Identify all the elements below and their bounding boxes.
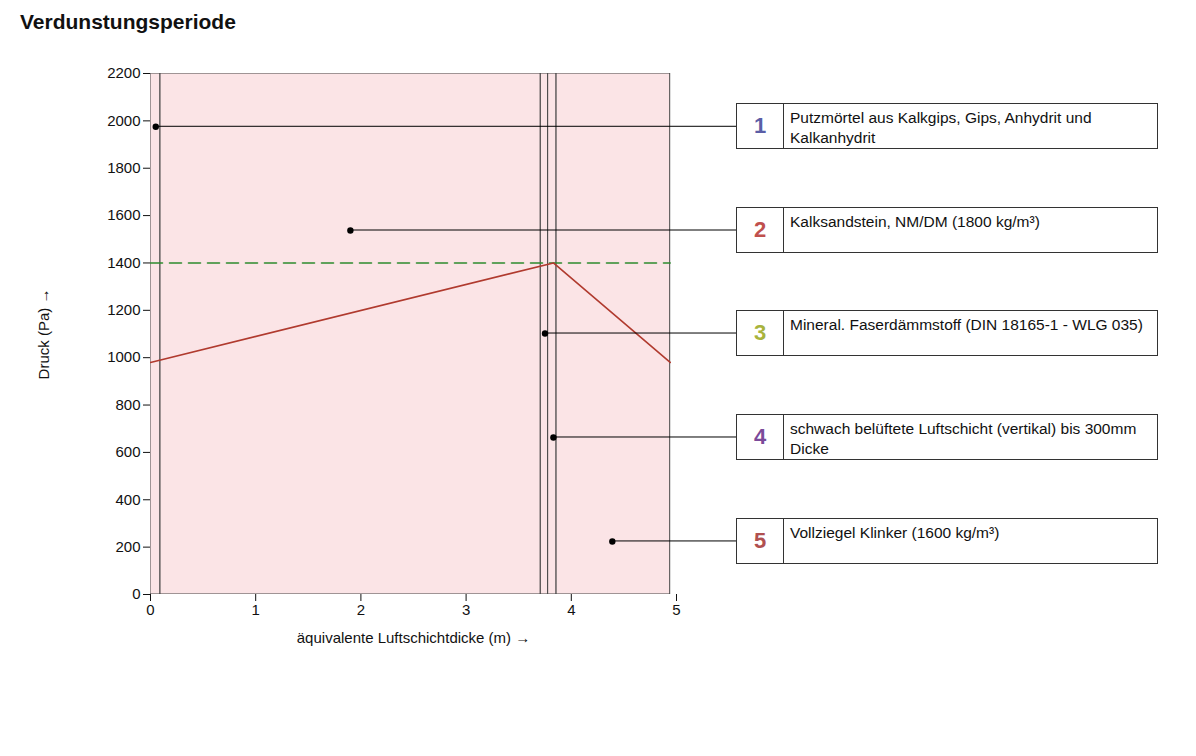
svg-text:1600: 1600	[107, 206, 140, 223]
svg-text:600: 600	[115, 443, 140, 460]
html-text:2: 2	[753, 217, 767, 242]
svg-text:1: 1	[252, 601, 260, 618]
html-text:Mineral. Faserdämmstoff (DIN 1: Mineral. Faserdämmstoff (DIN 18165-1 - W…	[790, 316, 1143, 333]
html-text:4: 4	[753, 424, 767, 449]
svg-text:0: 0	[146, 601, 154, 618]
html-text:5: 5	[753, 527, 767, 553]
svg-text:4: 4	[567, 601, 575, 618]
html-text:Vollziegel Klinker (1600 kg/m³: Vollziegel Klinker (1600 kg/m³)	[790, 523, 1000, 541]
svg-text:Druck (Pa) →: Druck (Pa) →	[35, 289, 52, 380]
svg-text:1000: 1000	[107, 348, 140, 365]
html-text:Verdunstungsperiode: Verdunstungsperiode	[20, 10, 236, 33]
svg-text:äquivalente Luftschichtdicke (: äquivalente Luftschichtdicke (m) →	[297, 629, 530, 646]
svg-text:5: 5	[672, 601, 680, 618]
html-text:Kalksandstein, NM/DM (1800 kg/: Kalksandstein, NM/DM (1800 kg/m³)	[790, 213, 1040, 230]
html-text:3: 3	[753, 320, 767, 345]
svg-text:0: 0	[132, 585, 140, 602]
svg-text:1200: 1200	[107, 301, 140, 318]
svg-text:3: 3	[462, 601, 470, 618]
svg-text:2: 2	[357, 601, 365, 618]
html-text:Putzmörtel aus Kalkgips, Gips,: Putzmörtel aus Kalkgips, Gips, Anhydrit …	[790, 109, 1092, 147]
svg-text:2000: 2000	[107, 112, 140, 129]
svg-text:800: 800	[115, 396, 140, 413]
svg-text:200: 200	[115, 538, 140, 555]
html-text:1: 1	[753, 113, 767, 139]
svg-text:400: 400	[115, 491, 140, 508]
svg-text:2200: 2200	[107, 64, 140, 81]
html-text:schwach belüftete Luftschicht: schwach belüftete Luftschicht (vertikal)…	[790, 420, 1137, 457]
svg-text:1800: 1800	[107, 159, 140, 176]
svg-text:1400: 1400	[107, 254, 140, 271]
